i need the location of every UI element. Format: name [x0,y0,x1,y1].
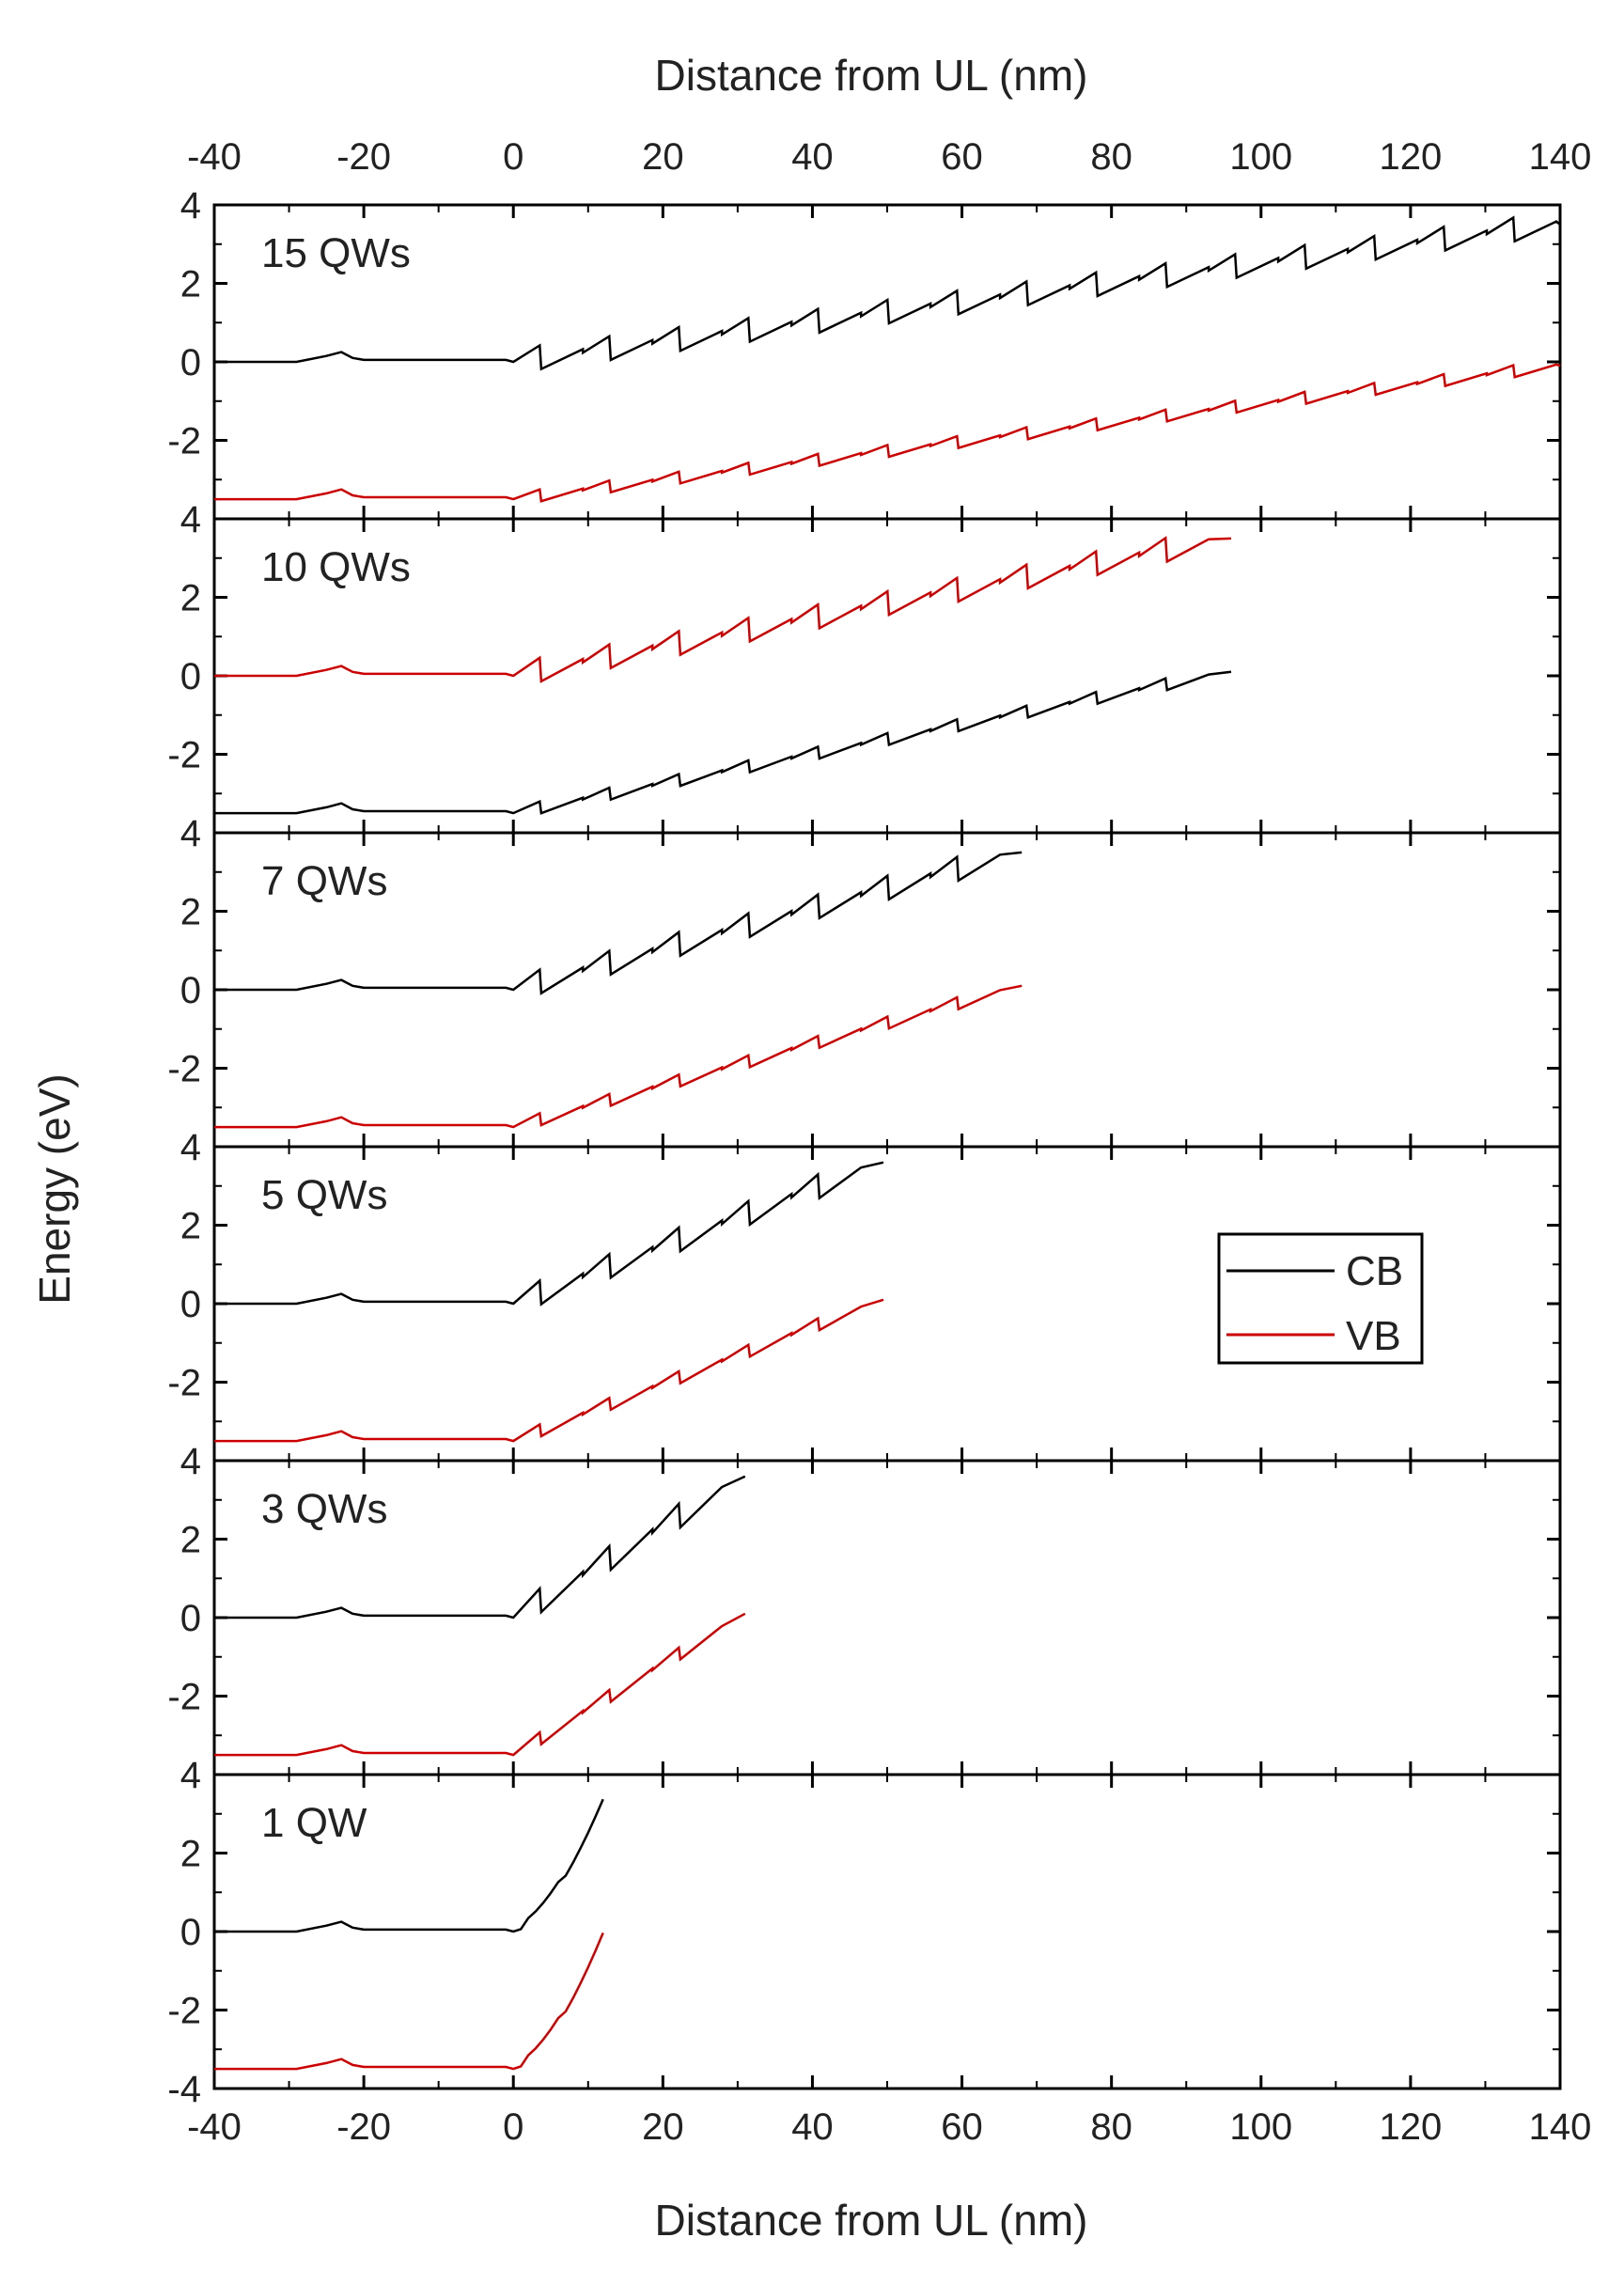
x-tick-label-top: 20 [642,136,684,178]
panels-group: 4 2 0 -2 15 QWs 4 2 0 -2 10 QWs 4 2 0 -2 7 QWs 4 2 0 -2 5 Q… [167,185,1562,2110]
y-tick-label: 4 [180,1755,201,1796]
legend-cb-label: CB [1346,1248,1403,1294]
x-tick-label-bottom: 60 [941,2106,983,2148]
x-tick-label-top: 40 [791,136,834,178]
x-tick-label-top: -40 [187,136,242,178]
lower-band-line [214,1612,746,1757]
y-tick-label: -2 [167,421,201,462]
panel-frame [212,203,1562,521]
panel-label: 3 QWs [261,1486,387,1532]
lower-band-line [214,670,1232,815]
y-tick-label: 2 [180,264,201,305]
x-tick-label-bottom: 0 [503,2106,523,2148]
x-tick-label-top: -20 [336,136,391,178]
panel-3-qws: 4 2 0 -2 3 QWs [167,1441,1562,1776]
y-axis-title: Energy (eV) [30,1073,79,1304]
x-tick-label-bottom: -40 [187,2106,242,2148]
panel-7-qws: 4 2 0 -2 7 QWs [167,813,1562,1149]
x-tick-label-top: 120 [1380,136,1443,178]
panel-15-qws: 4 2 0 -2 15 QWs [167,185,1562,521]
x-tick-label-top: 60 [941,136,983,178]
y-tick-label: -2 [167,1991,201,2032]
panel-frame [212,1459,1562,1776]
y-tick-label: 0 [180,1598,201,1639]
panel-10-qws: 4 2 0 -2 10 QWs [167,499,1562,835]
x-tick-label-bottom: -20 [336,2106,391,2148]
y-tick-label: 2 [180,1520,201,1561]
top-x-axis-title: Distance from UL (nm) [655,51,1088,100]
y-tick-label: -2 [167,735,201,776]
y-tick-label: -2 [167,1677,201,1718]
panel-frame [212,1773,1562,2090]
x-tick-label-bottom: 40 [791,2106,834,2148]
y-tick-label: 4 [180,185,201,227]
x-tick-label-bottom: 140 [1529,2106,1592,2148]
upper-band-line [214,536,1232,683]
x-tick-label-top: 80 [1090,136,1132,178]
bottom-x-axis-title: Distance from UL (nm) [655,2196,1088,2245]
y-tick-label: 2 [180,892,201,933]
panel-1-qw: 4 2 0 -2 -4 1 QW [167,1755,1562,2110]
y-tick-label: 2 [180,1834,201,1875]
panel-label: 7 QWs [261,858,387,904]
legend-vb-label: VB [1346,1313,1401,1359]
legend: CB VB [1217,1232,1424,1365]
legend-box [1217,1232,1424,1365]
y-tick-label: 2 [180,1206,201,1247]
upper-band-line [214,1161,884,1307]
y-tick-label: -2 [167,1049,201,1090]
x-tick-label-bottom: 100 [1229,2106,1292,2148]
y-tick-label: 0 [180,342,201,383]
y-tick-label: 4 [180,1127,201,1168]
panel-frame [212,517,1562,835]
upper-band-line [214,215,1561,371]
upper-band-line [214,851,1023,995]
y-tick-label: 0 [180,656,201,697]
panel-label: 15 QWs [261,230,411,276]
lower-band-line [214,1932,604,2071]
x-tick-labels-group: -40 -40 -20 -20 0 0 20 20 40 40 60 60 80 80 100 100 120 1… [187,136,1591,2148]
y-tick-label: -2 [167,1363,201,1404]
y-tick-label: 4 [180,1441,201,1482]
y-tick-label: 0 [180,1284,201,1325]
y-tick-label: 2 [180,578,201,619]
panel-label: 10 QWs [261,544,411,590]
lower-band-line [214,984,1023,1129]
upper-band-line [214,1798,604,1933]
y-tick-label: 4 [180,499,201,540]
panel-5-qws: 4 2 0 -2 5 QWs [167,1127,1562,1463]
y-tick-label: 4 [180,813,201,854]
x-tick-label-top: 100 [1229,136,1292,178]
panel-label: 1 QW [261,1800,367,1846]
x-tick-label-bottom: 120 [1380,2106,1443,2148]
lower-band-line [214,1298,884,1443]
x-tick-label-bottom: 80 [1090,2106,1132,2148]
x-tick-label-bottom: 20 [642,2106,684,2148]
y-tick-label: 0 [180,970,201,1011]
upper-band-line [214,1475,746,1620]
y-tick-label: 0 [180,1912,201,1953]
x-tick-label-top: 0 [503,136,523,178]
y-tick-label: -4 [167,2069,201,2110]
x-tick-label-top: 140 [1529,136,1592,178]
lower-band-line [214,363,1561,503]
panel-label: 5 QWs [261,1172,387,1218]
